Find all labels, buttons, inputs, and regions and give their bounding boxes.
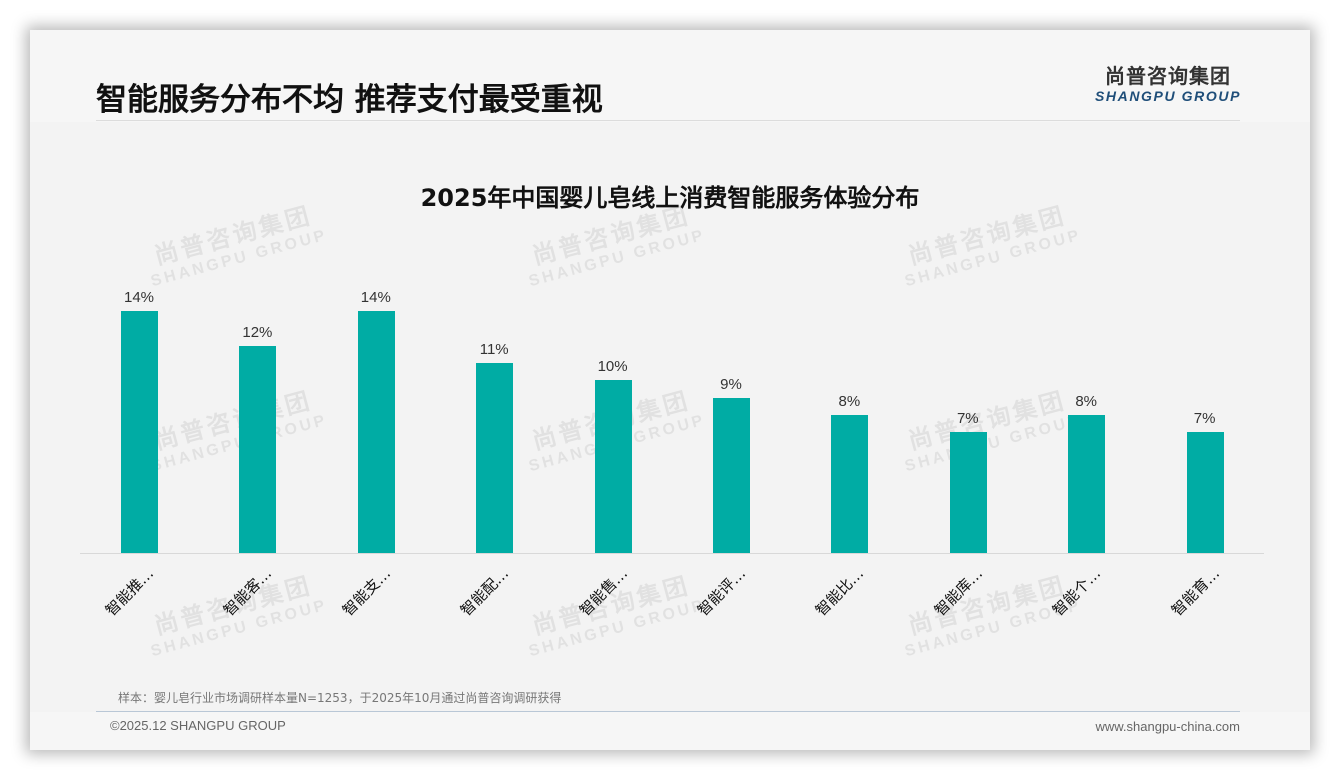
bar[interactable]	[831, 415, 869, 553]
bar-value-label: 10%	[597, 358, 628, 375]
x-axis-line	[80, 553, 1264, 554]
bar-group: 7%	[909, 270, 1027, 553]
x-axis-category-label: 智能比…	[812, 564, 868, 620]
logo-english-text: SHANGPU GROUP	[1094, 88, 1242, 104]
bar-value-label: 9%	[720, 376, 742, 393]
bar-group: 11%	[435, 270, 553, 553]
bar-value-label: 8%	[838, 393, 861, 410]
bar-chart-plot-area: 14% 12% 14% 11% 10% 9% 8% 7% 8% 7%	[80, 270, 1264, 553]
bar-group: 8%	[790, 270, 908, 553]
bar-group: 10%	[554, 270, 672, 553]
bar-group: 8%	[1027, 270, 1145, 553]
x-axis-category-label: 智能评…	[693, 564, 750, 620]
x-axis-category-label: 智能育…	[1167, 564, 1223, 620]
x-axis-category-label: 智能支…	[338, 564, 394, 620]
x-axis-category-label: 智能配…	[457, 564, 513, 620]
bar-value-label: 8%	[1075, 393, 1098, 410]
bar-group: 7%	[1146, 270, 1264, 553]
bar-group: 9%	[672, 270, 790, 553]
copyright-text: ©2025.12 SHANGPU GROUP	[110, 718, 286, 733]
bar[interactable]	[949, 432, 987, 553]
bar-value-label: 7%	[956, 410, 979, 427]
x-axis-category-label: 智能客…	[220, 564, 276, 620]
bar[interactable]	[713, 398, 750, 553]
footer-divider	[96, 711, 1240, 712]
header-band	[30, 30, 1310, 122]
logo-chinese-text: 尚普咨询集团	[1105, 64, 1231, 88]
bar[interactable]	[121, 311, 158, 553]
bar-value-label: 14%	[360, 289, 391, 306]
bar[interactable]	[594, 380, 632, 553]
bar[interactable]	[1068, 415, 1106, 553]
page-title: 智能服务分布不均 推荐支付最受重视	[96, 82, 603, 118]
bar-group: 12%	[198, 270, 316, 553]
x-axis-category-label: 智能库…	[930, 564, 986, 620]
bar[interactable]	[357, 311, 395, 553]
bar[interactable]	[1186, 432, 1224, 553]
website-link[interactable]: www.shangpu-china.com	[1095, 719, 1240, 734]
bar-group: 14%	[80, 270, 198, 553]
bar-value-label: 7%	[1193, 410, 1216, 427]
chart-title: 2025年中国婴儿皂线上消费智能服务体验分布	[420, 184, 920, 212]
x-axis-category-label: 智能推…	[101, 564, 158, 620]
company-logo: 尚普咨询集团 SHANGPU GROUP	[1088, 64, 1248, 104]
x-axis-category-label: 智能售…	[575, 564, 631, 620]
bar-value-label: 12%	[242, 324, 273, 341]
sample-note: 样本：婴儿皂行业市场调研样本量N=1253，于2025年10月通过尚普咨询调研获…	[118, 691, 562, 705]
bar-group: 14%	[317, 270, 435, 553]
slide: 智能服务分布不均 推荐支付最受重视 尚普咨询集团 SHANGPU GROUP 尚…	[30, 30, 1310, 750]
header-divider	[96, 120, 1240, 121]
footer-band	[30, 712, 1310, 750]
bar[interactable]	[239, 346, 277, 553]
bar-value-label: 11%	[479, 341, 509, 358]
x-axis-category-label: 智能个…	[1049, 564, 1105, 620]
bar-value-label: 14%	[123, 289, 155, 306]
bar[interactable]	[476, 363, 514, 553]
